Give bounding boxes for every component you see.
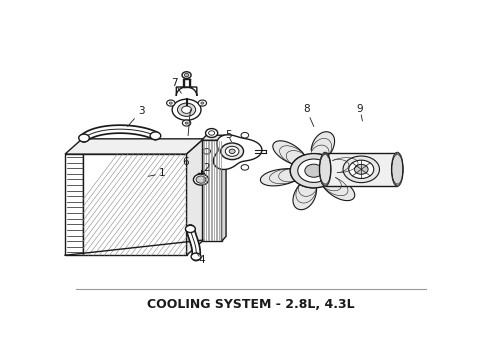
Polygon shape — [328, 155, 329, 159]
Text: 8: 8 — [303, 104, 310, 114]
Circle shape — [241, 165, 248, 170]
Polygon shape — [394, 154, 395, 157]
Circle shape — [198, 100, 206, 106]
Polygon shape — [323, 183, 324, 186]
Text: 7: 7 — [171, 77, 178, 87]
Polygon shape — [326, 152, 327, 156]
Circle shape — [169, 102, 172, 104]
Polygon shape — [320, 158, 321, 161]
Polygon shape — [392, 176, 393, 180]
Polygon shape — [325, 153, 397, 186]
Polygon shape — [321, 180, 322, 184]
Polygon shape — [221, 135, 226, 242]
Polygon shape — [397, 152, 398, 155]
Polygon shape — [399, 181, 400, 185]
Polygon shape — [398, 152, 399, 156]
Circle shape — [182, 106, 192, 113]
Polygon shape — [401, 156, 402, 159]
Polygon shape — [260, 169, 295, 186]
Polygon shape — [398, 183, 399, 186]
Polygon shape — [393, 179, 394, 183]
Polygon shape — [83, 154, 187, 255]
Polygon shape — [333, 156, 367, 173]
Polygon shape — [327, 181, 328, 185]
Polygon shape — [176, 79, 197, 96]
Circle shape — [220, 143, 244, 159]
Polygon shape — [323, 153, 324, 156]
Circle shape — [290, 153, 337, 188]
Text: 5: 5 — [225, 130, 232, 140]
Circle shape — [229, 149, 235, 153]
Polygon shape — [392, 159, 393, 162]
Polygon shape — [65, 154, 83, 255]
Polygon shape — [323, 177, 355, 201]
Circle shape — [201, 102, 204, 104]
Polygon shape — [325, 184, 326, 187]
Polygon shape — [395, 183, 396, 186]
Text: 1: 1 — [159, 168, 165, 179]
Text: 2: 2 — [203, 163, 210, 174]
Polygon shape — [329, 157, 330, 161]
Circle shape — [298, 159, 330, 183]
Polygon shape — [321, 156, 322, 159]
Polygon shape — [399, 153, 400, 157]
Polygon shape — [293, 184, 317, 210]
Circle shape — [241, 132, 248, 138]
Ellipse shape — [392, 153, 403, 186]
Polygon shape — [202, 135, 226, 140]
Circle shape — [349, 160, 374, 179]
Circle shape — [194, 174, 209, 185]
Polygon shape — [327, 153, 328, 157]
Polygon shape — [395, 152, 396, 156]
Polygon shape — [394, 181, 395, 185]
Polygon shape — [396, 184, 398, 187]
Polygon shape — [393, 156, 394, 159]
Circle shape — [182, 120, 191, 126]
Circle shape — [167, 100, 175, 106]
Circle shape — [182, 72, 191, 78]
Circle shape — [185, 122, 188, 124]
Text: COOLING SYSTEM - 2.8L, 4.3L: COOLING SYSTEM - 2.8L, 4.3L — [147, 298, 355, 311]
Polygon shape — [322, 181, 323, 185]
Polygon shape — [324, 152, 325, 155]
Polygon shape — [202, 140, 221, 242]
Polygon shape — [273, 141, 304, 164]
Circle shape — [203, 149, 211, 154]
Circle shape — [185, 225, 196, 233]
Circle shape — [79, 134, 89, 142]
Circle shape — [172, 99, 201, 120]
Circle shape — [150, 132, 161, 140]
Polygon shape — [65, 139, 204, 154]
Polygon shape — [324, 184, 325, 187]
Circle shape — [191, 253, 201, 260]
Polygon shape — [325, 152, 326, 155]
Circle shape — [354, 164, 368, 174]
Circle shape — [177, 103, 196, 116]
Polygon shape — [320, 177, 321, 181]
Circle shape — [206, 129, 218, 138]
Polygon shape — [326, 183, 327, 186]
Polygon shape — [214, 135, 262, 170]
Polygon shape — [329, 177, 330, 181]
Ellipse shape — [319, 153, 331, 186]
Circle shape — [184, 73, 189, 77]
Polygon shape — [322, 154, 323, 157]
Text: 3: 3 — [138, 106, 145, 116]
Circle shape — [343, 156, 379, 183]
Text: 4: 4 — [198, 255, 205, 265]
Text: 9: 9 — [357, 104, 364, 114]
Circle shape — [225, 146, 239, 156]
Circle shape — [305, 164, 323, 177]
Polygon shape — [187, 139, 204, 255]
Polygon shape — [328, 180, 329, 183]
Text: 6: 6 — [182, 157, 189, 167]
Polygon shape — [400, 179, 402, 183]
Circle shape — [196, 176, 206, 183]
